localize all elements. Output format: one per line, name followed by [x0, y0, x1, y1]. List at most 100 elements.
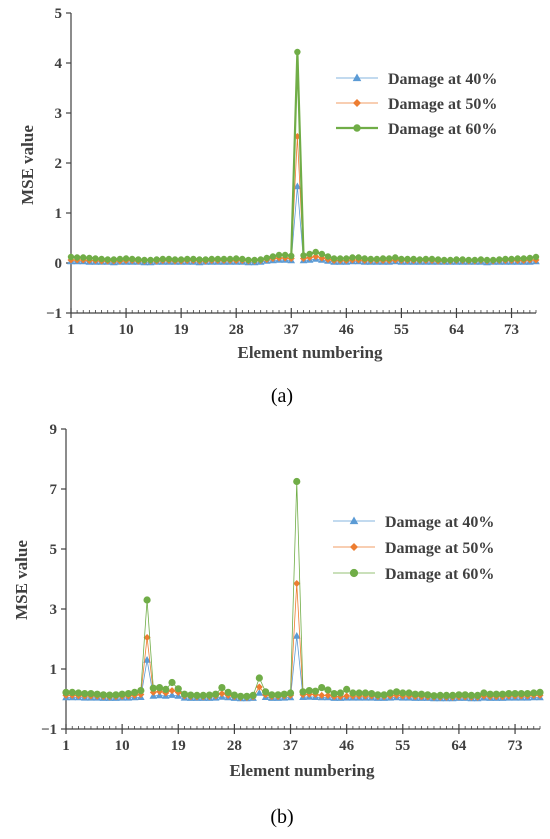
data-point — [187, 691, 195, 699]
chart-panel-a: MSE value Element numbering (a) −1 0 1 2 3 4 5… — [18, 6, 540, 407]
data-point — [208, 255, 215, 263]
data-point — [367, 255, 375, 263]
data-point — [86, 254, 93, 262]
x-tick-label: 46 — [339, 738, 355, 754]
data-point — [311, 687, 320, 695]
data-point — [380, 691, 388, 699]
data-point — [392, 254, 399, 261]
data-point — [373, 255, 381, 263]
data-point — [530, 689, 538, 697]
data-point — [122, 255, 130, 262]
legend-label: Damage at 50% — [388, 96, 497, 113]
data-point — [517, 690, 525, 698]
data-point — [498, 690, 507, 698]
data-point — [368, 690, 376, 698]
legend-item: Damage at 50% — [333, 540, 494, 557]
data-point — [514, 255, 521, 262]
y-tick-label: 2 — [55, 156, 63, 172]
data-point — [104, 256, 111, 263]
data-point — [220, 255, 228, 263]
data-point — [80, 254, 87, 261]
data-point — [300, 252, 307, 259]
data-point — [343, 255, 350, 262]
data-point — [180, 690, 189, 698]
data-point — [471, 256, 479, 264]
legend-label: Damage at 60% — [385, 566, 494, 583]
data-point — [239, 255, 246, 263]
x-tick-label: 64 — [449, 322, 465, 338]
data-point — [159, 255, 166, 263]
data-point — [324, 253, 332, 260]
data-point — [337, 255, 344, 262]
data-point — [442, 691, 451, 700]
data-point — [486, 690, 494, 698]
data-point — [237, 692, 245, 700]
data-point — [349, 254, 356, 261]
data-point — [305, 687, 313, 695]
data-point — [251, 256, 258, 264]
legend-label: Damage at 60% — [388, 121, 497, 138]
data-point — [520, 255, 527, 262]
data-point — [73, 254, 81, 261]
data-point — [336, 689, 345, 697]
data-point — [255, 683, 263, 691]
y-tick-label: −1 — [46, 306, 62, 322]
data-point — [294, 48, 301, 56]
y-axis-title: MSE value — [18, 125, 37, 205]
data-point — [526, 254, 534, 262]
data-point — [424, 691, 432, 699]
legend-item: Damage at 40% — [333, 514, 494, 531]
legend-item: Damage at 50% — [336, 96, 497, 113]
data-point — [177, 256, 185, 263]
legend-marker — [352, 73, 362, 82]
data-point — [349, 689, 357, 697]
data-point — [110, 256, 118, 263]
data-point — [224, 688, 232, 697]
data-point — [226, 255, 234, 263]
data-point — [293, 477, 301, 486]
data-point — [230, 691, 238, 699]
data-point — [93, 690, 101, 698]
data-point — [153, 256, 160, 263]
data-point — [281, 251, 289, 259]
data-point — [275, 251, 283, 259]
data-point — [318, 250, 326, 258]
legend-item: Damage at 40% — [336, 71, 497, 88]
data-point — [106, 691, 114, 699]
data-point — [430, 692, 438, 700]
x-tick-label: 55 — [394, 322, 409, 338]
x-tick-label: 1 — [67, 322, 75, 338]
data-point — [477, 256, 485, 263]
data-point — [98, 255, 105, 263]
data-point — [174, 685, 182, 693]
y-tick-label: 1 — [50, 662, 58, 678]
data-point — [81, 690, 89, 698]
data-point — [232, 255, 240, 262]
data-point — [288, 252, 295, 260]
data-point — [218, 690, 226, 698]
series-damage-at-60 — [67, 48, 540, 264]
data-point — [263, 254, 270, 262]
data-point — [257, 256, 264, 263]
data-point — [269, 253, 277, 260]
data-point — [343, 692, 351, 700]
x-tick-label: 37 — [283, 738, 299, 754]
data-point — [243, 692, 251, 700]
data-point — [386, 689, 394, 697]
data-point — [453, 256, 460, 263]
data-point — [411, 690, 419, 698]
data-point — [404, 255, 411, 263]
data-point — [318, 684, 326, 692]
x-tick-label: 10 — [119, 322, 134, 338]
data-point — [385, 255, 393, 262]
data-point — [330, 690, 338, 698]
data-point — [449, 691, 457, 700]
y-tick-label: 9 — [50, 422, 58, 438]
data-point — [312, 253, 320, 260]
data-point — [274, 691, 282, 699]
data-point — [199, 691, 207, 700]
legend-item: Damage at 60% — [333, 566, 494, 583]
x-tick-label: 37 — [284, 322, 300, 338]
data-point — [416, 256, 423, 263]
y-tick-label: 0 — [55, 256, 63, 272]
